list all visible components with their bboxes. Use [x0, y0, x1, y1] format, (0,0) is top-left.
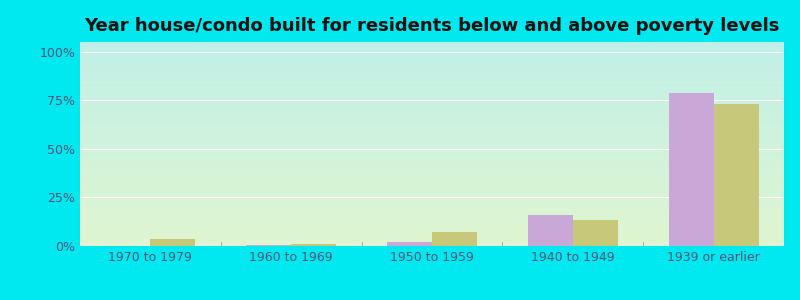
Bar — [150, 239, 195, 246]
Bar — [291, 244, 336, 246]
Bar — [669, 92, 714, 246]
Bar — [246, 245, 291, 246]
Bar — [714, 104, 758, 246]
Bar — [528, 215, 573, 246]
Title: Year house/condo built for residents below and above poverty levels: Year house/condo built for residents bel… — [84, 17, 780, 35]
Bar — [432, 232, 477, 246]
Bar — [573, 220, 618, 246]
Bar — [387, 242, 432, 246]
